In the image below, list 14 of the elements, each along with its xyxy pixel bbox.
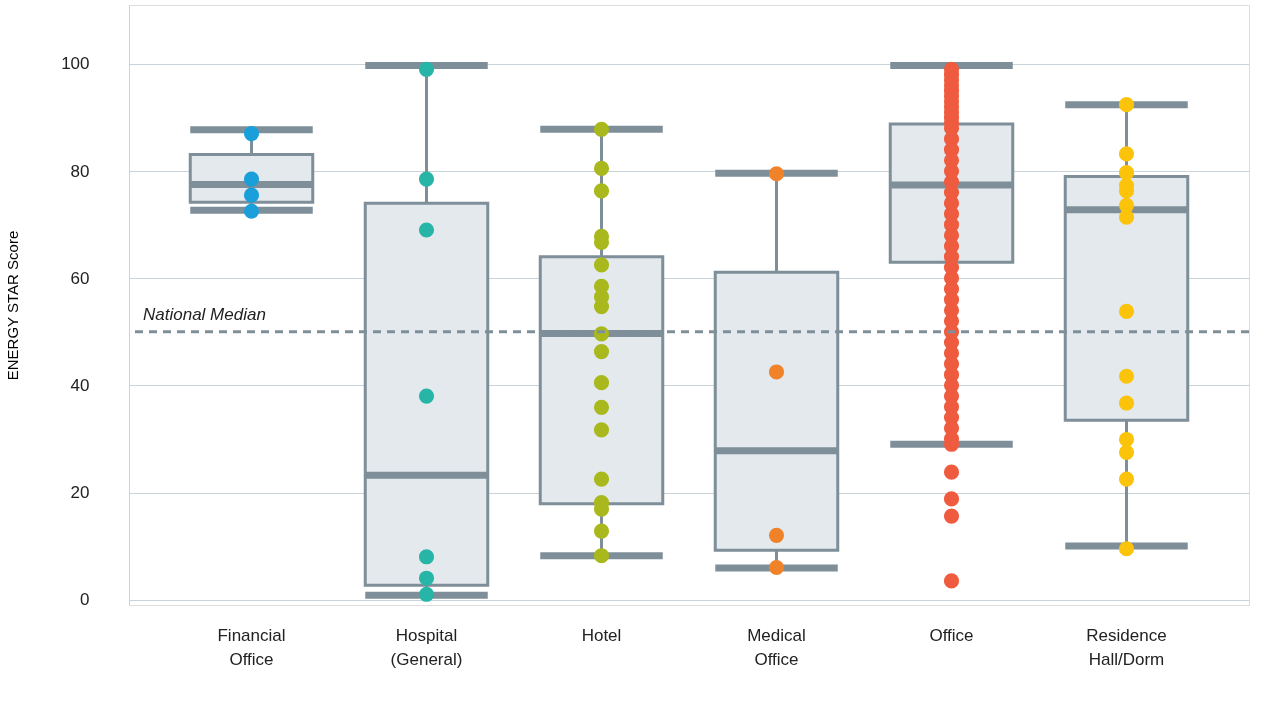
y-tick-label: 40 [70, 375, 90, 395]
ref-line-label: National Median [143, 304, 266, 324]
y-tick-label: 20 [70, 483, 90, 502]
x-tick-label: Office [929, 625, 974, 645]
y-tick-label: 100 [61, 54, 90, 74]
y-tick-label: 0 [80, 590, 90, 610]
x-tick-label: Financial Office [217, 625, 286, 669]
y-axis-title: ENERGY STAR Score [4, 230, 22, 381]
x-tick-label: Residence Hall/Dorm [1086, 625, 1167, 669]
y-tick-label: 60 [70, 268, 90, 288]
y-tick-label: 80 [70, 161, 90, 181]
x-tick-label: Hospital (General) [390, 625, 463, 669]
x-tick-label: Medical Office [747, 625, 806, 669]
x-tick-label: Hotel [581, 625, 622, 645]
